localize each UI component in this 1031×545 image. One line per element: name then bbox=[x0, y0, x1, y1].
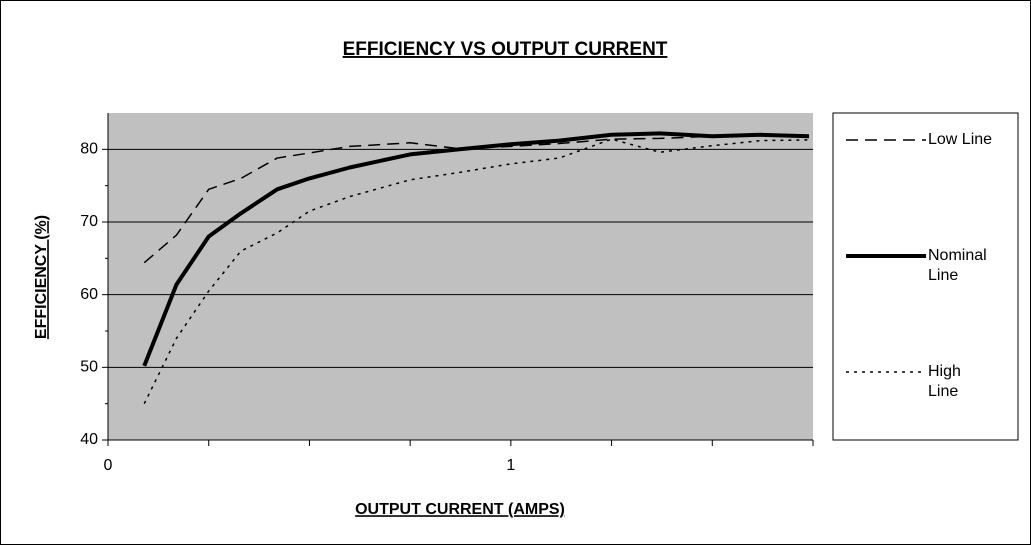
legend-label: High Line bbox=[928, 363, 961, 400]
y-tick-label: 50 bbox=[80, 359, 98, 376]
y-tick-label: 80 bbox=[80, 141, 98, 158]
y-tick-label: 60 bbox=[80, 286, 98, 303]
x-axis-label: OUTPUT CURRENT (AMPS) bbox=[355, 501, 565, 518]
y-axis-label: EFFICIENCY (%) bbox=[33, 215, 50, 339]
y-tick-label: 40 bbox=[80, 431, 98, 448]
y-tick-label: 70 bbox=[80, 213, 98, 230]
data-line bbox=[143, 138, 809, 404]
data-line bbox=[142, 131, 810, 367]
data-line bbox=[143, 134, 809, 264]
legend-label: Nominal Line bbox=[928, 247, 987, 284]
x-tick-label: 0 bbox=[104, 457, 113, 474]
plot-area bbox=[108, 113, 813, 440]
legend-box bbox=[832, 112, 1019, 441]
x-tick-label: 1 bbox=[506, 457, 515, 474]
chart-title: EFFICIENCY VS OUTPUT CURRENT bbox=[343, 39, 668, 60]
legend-label: Low Line bbox=[928, 131, 993, 148]
